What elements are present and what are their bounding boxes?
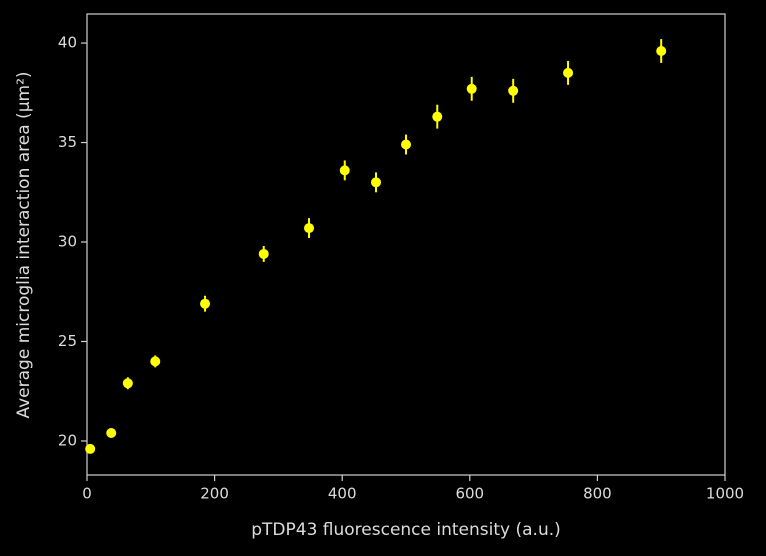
x-tick-label: 200 (200, 485, 229, 503)
point (432, 111, 443, 122)
x-tick-label: 800 (583, 485, 612, 503)
x-tick-label: 0 (82, 485, 92, 503)
point (401, 139, 411, 150)
x-tick-label: 1000 (706, 485, 744, 503)
point (150, 356, 161, 367)
point (508, 85, 519, 96)
y-axis-label: Average microglia interaction area (μm²) (14, 71, 34, 418)
point (122, 378, 133, 389)
point (106, 428, 117, 439)
y-tick-label: 40 (58, 34, 77, 52)
point (258, 248, 269, 259)
point (371, 177, 382, 188)
point (85, 443, 96, 454)
point (200, 298, 211, 309)
point (656, 46, 667, 57)
x-axis-label: pTDP43 fluorescence intensity (a.u.) (251, 520, 561, 540)
point (304, 223, 315, 234)
x-tick-label: 600 (455, 485, 484, 503)
point (466, 83, 477, 94)
point (563, 67, 574, 78)
x-tick-label: 400 (328, 485, 357, 503)
y-tick-label: 35 (58, 133, 77, 151)
plot-frame (86, 13, 726, 476)
y-tick-label: 30 (58, 233, 77, 251)
point (339, 165, 350, 176)
y-tick-label: 25 (58, 332, 77, 350)
y-tick-label: 20 (58, 431, 77, 449)
